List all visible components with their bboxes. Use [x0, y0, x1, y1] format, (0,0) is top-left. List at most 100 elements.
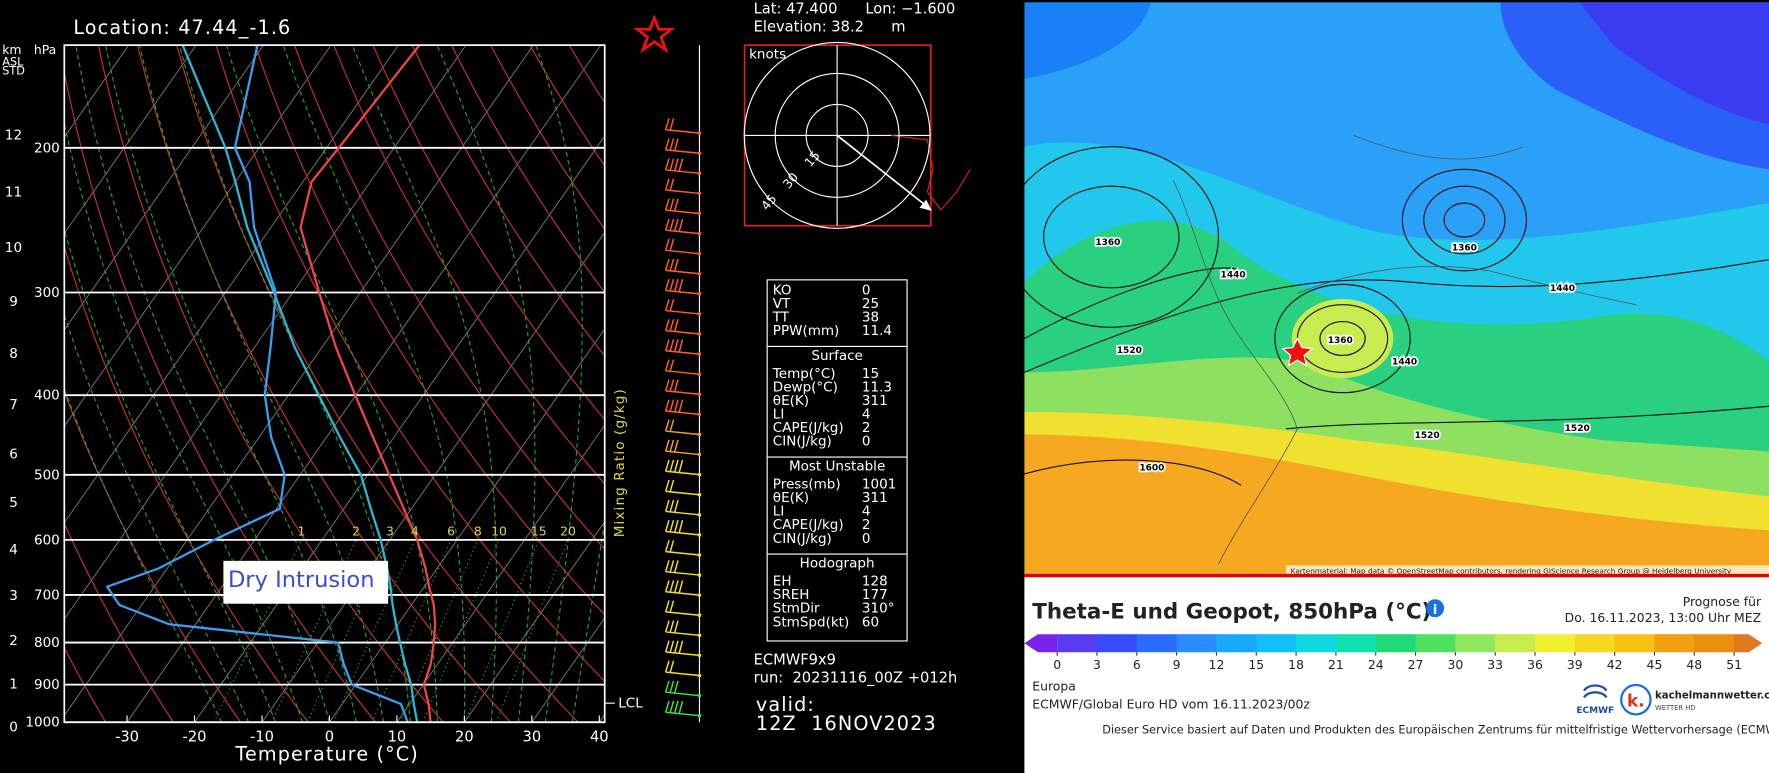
y-tick-label: 600 — [34, 532, 60, 548]
ecmwf-mark — [1583, 684, 1608, 699]
lat: Lat: 47.400 — [754, 1, 838, 18]
barb-flag — [669, 560, 675, 573]
barb-dot — [697, 452, 702, 457]
barb-flag — [678, 520, 684, 534]
barb-flag — [678, 278, 684, 293]
index-name: LI — [773, 504, 785, 520]
moist-adiabat — [64, 120, 304, 723]
colorbar-tick-label: 3 — [1093, 657, 1101, 672]
barb-shaft — [665, 671, 700, 677]
run-time: run: 20231116_00Z +012h — [754, 670, 958, 687]
isotherm — [126, 45, 602, 723]
dry-adiabat — [372, 45, 605, 421]
barb-flag — [664, 520, 670, 532]
shape — [1024, 258, 1769, 373]
mixing-ratio-line — [213, 539, 302, 723]
contour-label: 1360 — [1095, 238, 1120, 248]
barb-flag — [678, 459, 684, 473]
arrow-head — [919, 199, 932, 212]
barb-shaft — [665, 169, 700, 175]
isotherm — [329, 328, 605, 723]
mixing-ratio-tick: 6 — [447, 523, 455, 538]
colorbar-segment — [1256, 634, 1297, 653]
moist-adiabat — [352, 45, 497, 723]
y-tick-label: 700 — [34, 587, 60, 603]
lon: Lon: −1.600 — [865, 1, 955, 18]
barb-dot — [697, 191, 702, 196]
index-name: Press(mb) — [773, 477, 841, 493]
contour-label: 1600 — [1139, 464, 1164, 474]
barb-flag — [664, 499, 670, 512]
moist-adiabat — [282, 45, 466, 723]
index-value: 15 — [862, 366, 879, 382]
contour-label: 1520 — [1117, 346, 1142, 356]
ecmwf-logo: ECMWF — [1576, 706, 1614, 716]
barb-flag — [669, 660, 675, 673]
barb-dot — [697, 673, 702, 678]
barb-flag — [664, 479, 670, 492]
y-tick-label: 500 — [34, 467, 60, 483]
colorbar-tick-label: 12 — [1209, 657, 1225, 672]
isotherm — [261, 231, 605, 723]
barb-dot — [697, 332, 702, 336]
coastlines — [1172, 135, 1636, 565]
brand-mark: k. — [1627, 690, 1645, 710]
x-tick-label: 40 — [590, 728, 609, 745]
storm-motion-arrow — [836, 134, 930, 209]
index-value: 38 — [862, 310, 879, 326]
barb-flag — [673, 499, 679, 513]
height-tick-label: 12 — [5, 127, 22, 143]
barb-dot — [697, 131, 702, 135]
moist-adiabat — [75, 45, 330, 723]
dry-adiabat — [136, 45, 512, 723]
index-name: CIN(J/kg) — [773, 531, 832, 547]
legend-panel — [1024, 575, 1769, 773]
colorbar-tick-label: 39 — [1567, 657, 1583, 672]
region: Europa — [1032, 679, 1076, 694]
barb-flag — [669, 198, 675, 211]
barb-flag — [669, 520, 675, 533]
barb-dot — [697, 151, 702, 156]
barb-flag — [673, 278, 679, 292]
height-tick-label: 5 — [9, 495, 18, 511]
mixing-ratio-label: Mixing Ratio (g/kg) — [612, 388, 628, 537]
index-value: 4 — [862, 504, 871, 520]
barb-dot — [697, 533, 702, 537]
barb-dot — [697, 693, 702, 698]
contour-label: 1360 — [1452, 244, 1477, 254]
index-value: 311 — [862, 393, 888, 409]
barb-flag — [669, 459, 675, 472]
mixing-ratio-tick: 8 — [474, 523, 482, 538]
x-tick-label: -20 — [183, 728, 207, 745]
barb-shaft — [665, 550, 700, 556]
hodograph-ring — [805, 103, 869, 167]
model-name: ECMWF9x9 — [754, 652, 836, 669]
index-value: 11.4 — [862, 323, 892, 339]
barb-flag — [673, 218, 679, 232]
colorbar-tick-label: 24 — [1368, 657, 1384, 672]
barb-flag — [664, 419, 670, 432]
brand-circle — [1620, 683, 1652, 716]
barb-flag — [664, 439, 670, 452]
profile-line — [105, 45, 409, 723]
profiles — [105, 45, 437, 723]
barb-flag — [664, 198, 670, 211]
x-tick-label: 20 — [455, 728, 474, 745]
barb-flag — [673, 439, 679, 453]
chart-title: Location: 47.44_-1.6 — [73, 16, 291, 39]
table-section-title: Surface — [811, 348, 862, 364]
colorbar-segment — [1335, 634, 1377, 653]
barb-flag — [678, 158, 684, 172]
skewt-background — [0, 0, 1024, 773]
colorbar-segment — [1574, 634, 1616, 653]
contour — [1024, 146, 1219, 328]
barb-flag — [664, 339, 670, 351]
barb-flag — [664, 278, 670, 291]
table-section-title: Hodograph — [800, 556, 875, 572]
barb-flag — [664, 359, 670, 372]
info-icon[interactable] — [1426, 599, 1445, 618]
barb-dot — [697, 292, 702, 296]
wind-barbs — [664, 118, 702, 718]
barb-dot — [697, 211, 702, 216]
colorbar-tick-label: 33 — [1487, 657, 1503, 672]
